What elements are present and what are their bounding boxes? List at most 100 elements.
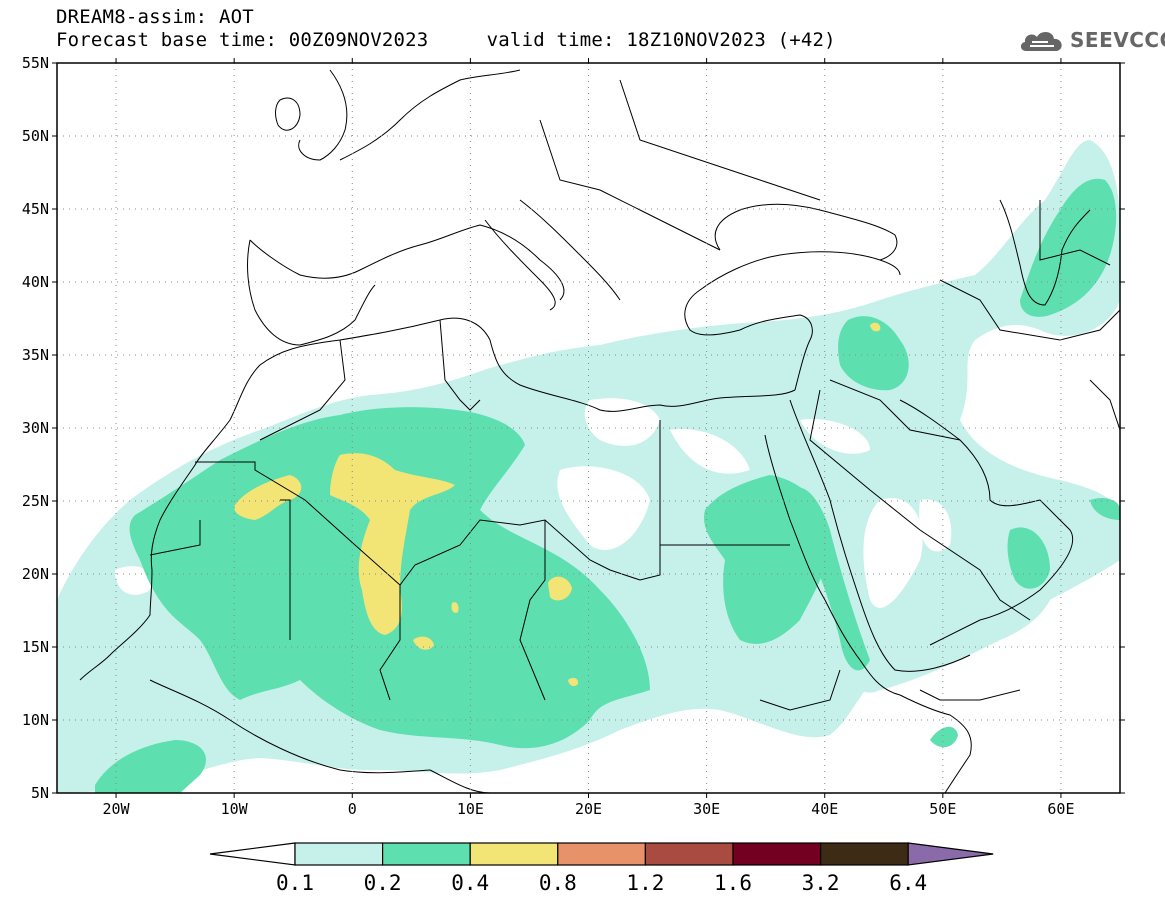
colorbar-level-label: 0.4 [451, 871, 489, 895]
border-15 [1089, 379, 1120, 431]
aot-band-high-4 [413, 636, 434, 650]
aot-band-high-1 [330, 453, 455, 635]
aot-clear-8 [800, 419, 870, 454]
border-6 [379, 585, 401, 701]
valid-time: valid time: 18Z10NOV2023 (+42) [486, 29, 836, 51]
border-9 [539, 119, 721, 251]
lat-label: 25N [22, 492, 49, 510]
lat-label: 35N [22, 346, 49, 364]
border-8 [259, 339, 346, 441]
lon-label: 30E [693, 800, 720, 818]
aot-band-high-6 [568, 677, 579, 687]
lon-label: 0 [348, 800, 357, 818]
lat-label: 55N [22, 54, 49, 72]
aot-band-high-5 [451, 602, 459, 613]
aot-clear-5 [670, 429, 750, 474]
base-time: Forecast base time: 00Z09NOV2023 [56, 29, 429, 51]
seevccc-logo: SEEVCCC [1018, 27, 1165, 53]
lon-label: 20E [575, 800, 602, 818]
aot-clear-6 [863, 498, 923, 608]
lat-label: 20N [22, 565, 49, 583]
coastline-north-europe [339, 69, 521, 161]
lon-label: 20W [103, 800, 131, 818]
border-7 [439, 319, 481, 411]
lat-label: 50N [22, 127, 49, 145]
coastline-levant [739, 314, 813, 391]
border-2 [280, 499, 291, 640]
aot-clear-3 [584, 398, 660, 446]
colorbar-segment [557, 842, 646, 866]
aot-band-medium-somalia [930, 726, 958, 748]
aot-band-high-3 [548, 576, 572, 601]
lat-label: 30N [22, 419, 49, 437]
coastline-guinea [149, 679, 431, 774]
border-3 [149, 520, 201, 556]
aot-band-medium-arabsea [1090, 498, 1120, 520]
coastline-britain [298, 69, 348, 161]
lon-label: 50E [929, 800, 956, 818]
border-11 [829, 379, 961, 441]
border-1 [195, 461, 790, 586]
colorbar-level-label: 3.2 [802, 871, 840, 895]
coastlines-borders [79, 69, 1120, 793]
border-12 [809, 389, 1031, 621]
colorbar-segment [644, 842, 734, 866]
aot-band-medium-oman [1007, 527, 1050, 589]
colorbar-level-label: 0.2 [364, 871, 402, 895]
aot-band-medium-sw [95, 740, 206, 793]
lat-label: 10N [22, 711, 49, 729]
colorbar-level-label: 0.8 [539, 871, 577, 895]
coastline-europe-south [249, 224, 565, 301]
colorbar-level-label: 0.1 [276, 871, 314, 895]
aot-band-high-7 [870, 322, 881, 332]
coastline-gulf [899, 399, 1074, 646]
colorbar-level-label: 1.2 [626, 871, 664, 895]
logo-text: SEEVCCC [1070, 28, 1165, 52]
coastline-red-sea-west [764, 434, 901, 696]
aot-band-high-2 [234, 475, 302, 520]
border-13 [939, 279, 1120, 341]
colorbar-segment [382, 842, 471, 866]
colorbar-level-label: 1.6 [714, 871, 752, 895]
colorbar-under-arrow [209, 842, 296, 866]
colorbar-over-arrow [907, 842, 994, 866]
coastline-caspian [999, 199, 1091, 306]
coastline-horn [899, 694, 972, 793]
aot-clear-7 [919, 499, 952, 552]
border-14 [1039, 200, 1111, 266]
border-5 [519, 520, 546, 701]
lat-label: 15N [22, 638, 49, 656]
lon-label: 10E [457, 800, 484, 818]
colorbar-segment [294, 842, 384, 866]
coastline-black-sea [714, 203, 898, 261]
colorbar-segment [469, 842, 559, 866]
coastline-nw-africa [79, 319, 441, 681]
map-axes: 55N 50N 45N 40N 35N 30N 25N 20N 15N 10N 5N 20W 10W 0 1… [22, 54, 1125, 818]
border-16 [759, 669, 841, 711]
colorbar-segment [732, 842, 822, 866]
map-title: DREAM8-assim: AOT [56, 6, 254, 28]
forecast-times: Forecast base time: 00Z09NOV2023 valid t… [56, 29, 836, 51]
coastline-mediterranean-africa [439, 317, 796, 412]
lat-label: 5N [31, 784, 49, 802]
lat-label: 40N [22, 273, 49, 291]
border-17 [919, 689, 1021, 701]
colorbar-segment [819, 842, 909, 866]
border-10 [619, 79, 821, 201]
colorbar: 0.1 0.2 0.4 0.8 1.2 1.6 3.2 6.4 [209, 842, 994, 895]
aot-clear-4 [557, 466, 650, 550]
aot-clear-9 [1040, 80, 1120, 150]
aot-shading [57, 80, 1120, 793]
aot-band-medium-iraq [838, 316, 909, 391]
lon-label: 40E [811, 800, 838, 818]
coastline-ireland [275, 97, 301, 131]
coastline-italy [484, 219, 556, 311]
lon-label: 10W [221, 800, 249, 818]
lon-label: 60E [1047, 800, 1074, 818]
lat-label: 45N [22, 200, 49, 218]
coastline-adriatic [519, 199, 621, 301]
aot-clear-1 [115, 566, 153, 595]
coastline-iberia [247, 239, 376, 346]
aot-band-medium-caucasus [1069, 191, 1116, 227]
